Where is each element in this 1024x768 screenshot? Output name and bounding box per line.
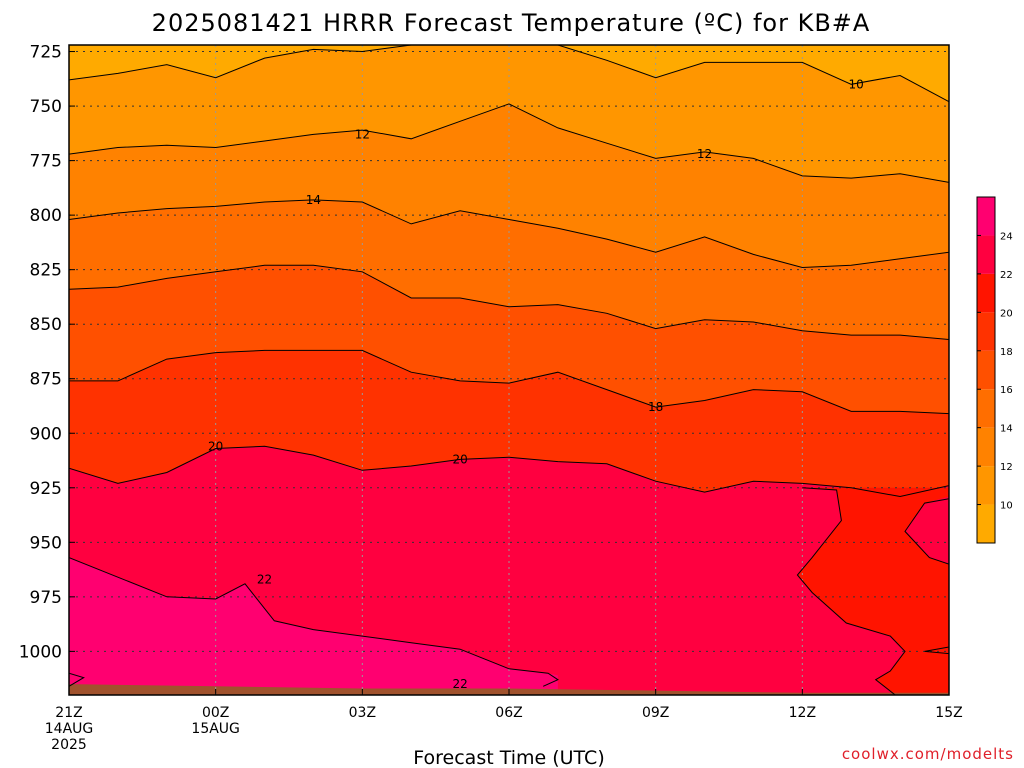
y-tick-label: 750 [30,97,62,117]
contour-14 [69,199,949,269]
colorbar-label: 16 [1000,385,1013,396]
colorbar-label: 12 [1000,462,1013,473]
plot-area: 10 12 12 14 18 20 20 22 22 [69,45,949,695]
x-tick-label: 15Z [935,705,962,721]
credit-text: coolwx.com/modelts [842,745,1014,763]
contour-label: 22 [257,572,272,586]
contour-lines [69,45,949,695]
grid-lines [69,45,949,695]
y-tick-label: 925 [30,479,62,499]
contour-16 [69,264,949,340]
contour-label: 22 [452,677,467,691]
colorbar-segment [977,273,995,313]
colorbar-label: 18 [1000,347,1013,358]
x-tick-label: 06Z [495,705,522,721]
band-8-10 [69,45,949,102]
y-tick-label: 975 [30,588,62,608]
y-tick-label: 775 [30,152,62,172]
colorbar-segment [977,312,995,351]
contour-20 [69,445,949,498]
contour-label: 12 [355,127,370,141]
contour-label: 18 [648,400,663,414]
y-tick-label: 825 [30,261,62,281]
colorbar-segment [977,504,995,543]
y-tick-label: 725 [30,43,62,63]
band-22-24 [69,557,558,695]
contour-label: 12 [697,147,712,161]
x-axis: 21Z 14AUG 2025 00Z 15AUG 03Z 06Z 09Z 12Z 15Z [45,689,963,753]
contour-label: 10 [848,77,863,91]
colorbar-label: 20 [1000,308,1013,319]
contour-labels: 10 12 12 14 18 20 20 22 22 [208,77,864,691]
band-20-22-pocket [905,498,949,565]
contour-20-surface [924,646,949,655]
y-tick-label: 875 [30,370,62,390]
colorbar-label: 10 [1000,501,1013,512]
band-12-14 [69,103,949,268]
contour-22-surface [69,672,85,687]
contour-label: 20 [452,452,467,466]
contour-18 [69,349,949,415]
x-tick-label: 12Z [789,705,816,721]
band-18-20-pocket [797,487,949,695]
x-tick-label: 21Z 14AUG 2025 [45,705,94,753]
contour-label: 20 [208,439,223,453]
colorbar-segment [977,427,995,467]
colorbar-segment [977,197,995,236]
band-14-16 [69,199,949,340]
colorbar-segment [977,389,995,428]
colorbar-segment [977,235,995,274]
contour-12 [69,103,949,183]
y-tick-label: 1000 [19,642,62,662]
y-tick-label: 850 [30,315,62,335]
colorbar-label: 22 [1000,270,1013,281]
y-tick-label: 950 [30,533,62,553]
y-axis: 725 750 775 800 825 850 875 900 925 950 975 1000 [19,43,75,662]
contour-22 [69,557,559,687]
chart-title: 2025081421 HRRR Forecast Temperature (ºC… [152,9,871,37]
colorbar-frame [976,196,996,544]
contour-10 [69,45,949,103]
x-tick-label: 00Z 15AUG [191,705,240,737]
colorbar-segment [977,466,995,505]
colorbar-segment [977,350,995,390]
colorbar-label: 14 [1000,424,1013,435]
y-tick-label: 800 [30,206,62,226]
contour-22-east [904,498,949,565]
colorbar-label: 24 [1000,231,1013,242]
x-axis-label: Forecast Time (UTC) [413,747,604,768]
contour-label: 14 [306,193,321,207]
x-tick-label: 09Z [642,705,669,721]
band-10-12 [69,45,949,183]
x-tick-label: 03Z [349,705,376,721]
colorbar: 10 12 14 16 18 20 22 24 [976,196,1013,544]
y-tick-label: 900 [30,424,62,444]
contour-20-east [796,487,906,695]
